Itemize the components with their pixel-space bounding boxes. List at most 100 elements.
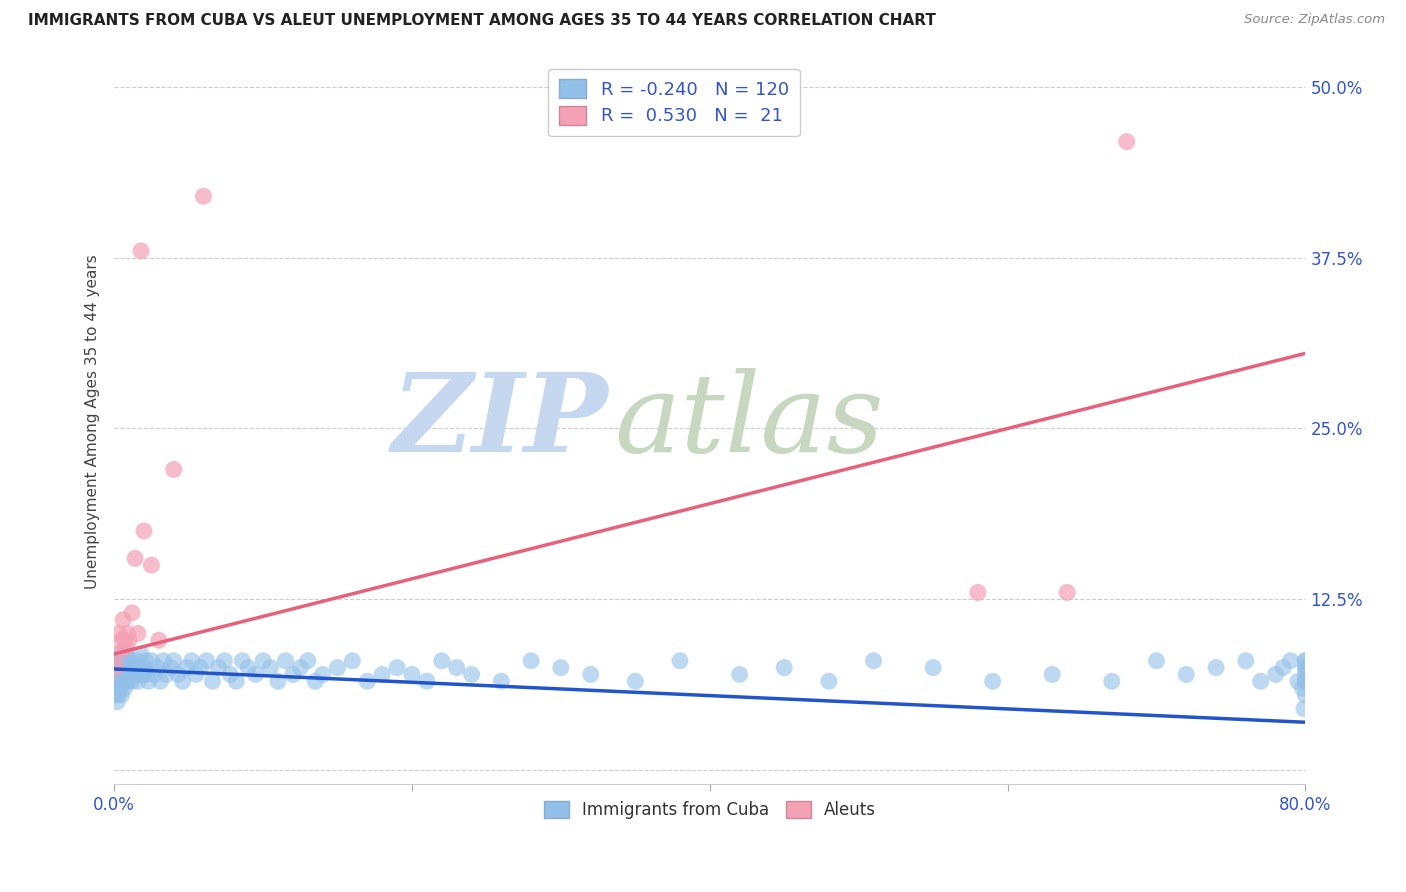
Text: IMMIGRANTS FROM CUBA VS ALEUT UNEMPLOYMENT AMONG AGES 35 TO 44 YEARS CORRELATION: IMMIGRANTS FROM CUBA VS ALEUT UNEMPLOYME… (28, 13, 936, 29)
Point (1205, 660, 1227, 674)
Point (1272, 660, 1295, 674)
Point (922, 660, 945, 674)
Point (1286, 674, 1309, 689)
Point (112, 613, 135, 627)
Point (219, 667, 242, 681)
Point (104, 674, 127, 689)
Point (159, 660, 181, 674)
Point (1146, 654, 1168, 668)
Point (172, 674, 194, 689)
Point (115, 674, 138, 689)
Point (1294, 674, 1316, 689)
Point (114, 681, 136, 695)
Point (491, 674, 513, 689)
Point (105, 695, 128, 709)
Point (105, 681, 128, 695)
Point (1115, 135, 1137, 149)
Point (127, 626, 149, 640)
Point (155, 667, 177, 681)
Point (1294, 660, 1316, 674)
Point (114, 647, 136, 661)
Point (115, 640, 138, 654)
Point (430, 654, 453, 668)
Point (163, 654, 186, 668)
Point (132, 660, 155, 674)
Point (304, 674, 326, 689)
Point (127, 674, 149, 689)
Point (111, 688, 134, 702)
Point (149, 674, 172, 689)
Point (1294, 674, 1316, 689)
Legend: Immigrants from Cuba, Aleuts: Immigrants from Cuba, Aleuts (537, 795, 883, 826)
Point (326, 660, 349, 674)
Point (274, 654, 297, 668)
Point (579, 667, 602, 681)
Point (111, 654, 134, 668)
Point (124, 551, 146, 566)
Point (311, 667, 333, 681)
Point (180, 654, 202, 668)
Point (460, 667, 482, 681)
Point (252, 654, 274, 668)
Point (111, 667, 134, 681)
Point (114, 633, 136, 648)
Point (207, 660, 229, 674)
Point (152, 654, 174, 668)
Point (118, 633, 141, 648)
Point (141, 654, 163, 668)
Point (1292, 701, 1315, 715)
Point (416, 674, 439, 689)
Point (117, 654, 139, 668)
Point (550, 660, 572, 674)
Point (112, 647, 135, 661)
Point (129, 244, 152, 258)
Point (107, 647, 129, 661)
Point (117, 667, 139, 681)
Point (118, 660, 141, 674)
Point (148, 633, 170, 648)
Point (176, 660, 198, 674)
Point (267, 674, 290, 689)
Point (104, 688, 127, 702)
Y-axis label: Unemployment Among Ages 35 to 44 years: Unemployment Among Ages 35 to 44 years (86, 254, 100, 589)
Point (214, 654, 236, 668)
Point (520, 654, 543, 668)
Point (128, 660, 150, 674)
Point (115, 647, 138, 661)
Point (125, 654, 148, 668)
Point (1294, 654, 1316, 668)
Point (107, 626, 129, 640)
Point (134, 654, 156, 668)
Point (669, 654, 692, 668)
Point (107, 660, 129, 674)
Point (120, 667, 142, 681)
Point (1294, 667, 1316, 681)
Point (385, 660, 408, 674)
Point (121, 606, 143, 620)
Point (342, 654, 364, 668)
Point (1294, 688, 1316, 702)
Point (1294, 674, 1316, 689)
Point (238, 660, 260, 674)
Point (105, 667, 128, 681)
Point (1250, 674, 1272, 689)
Point (129, 647, 152, 661)
Point (1040, 667, 1063, 681)
Text: ZIP: ZIP (392, 368, 609, 475)
Point (122, 660, 145, 674)
Point (193, 189, 215, 203)
Point (136, 667, 159, 681)
Point (1291, 681, 1313, 695)
Point (1056, 585, 1078, 599)
Point (107, 688, 129, 702)
Point (141, 558, 163, 573)
Point (297, 654, 319, 668)
Point (1294, 654, 1316, 668)
Point (163, 462, 186, 476)
Point (120, 654, 142, 668)
Point (624, 674, 647, 689)
Point (201, 674, 224, 689)
Point (1101, 674, 1123, 689)
Point (104, 660, 127, 674)
Point (108, 654, 131, 668)
